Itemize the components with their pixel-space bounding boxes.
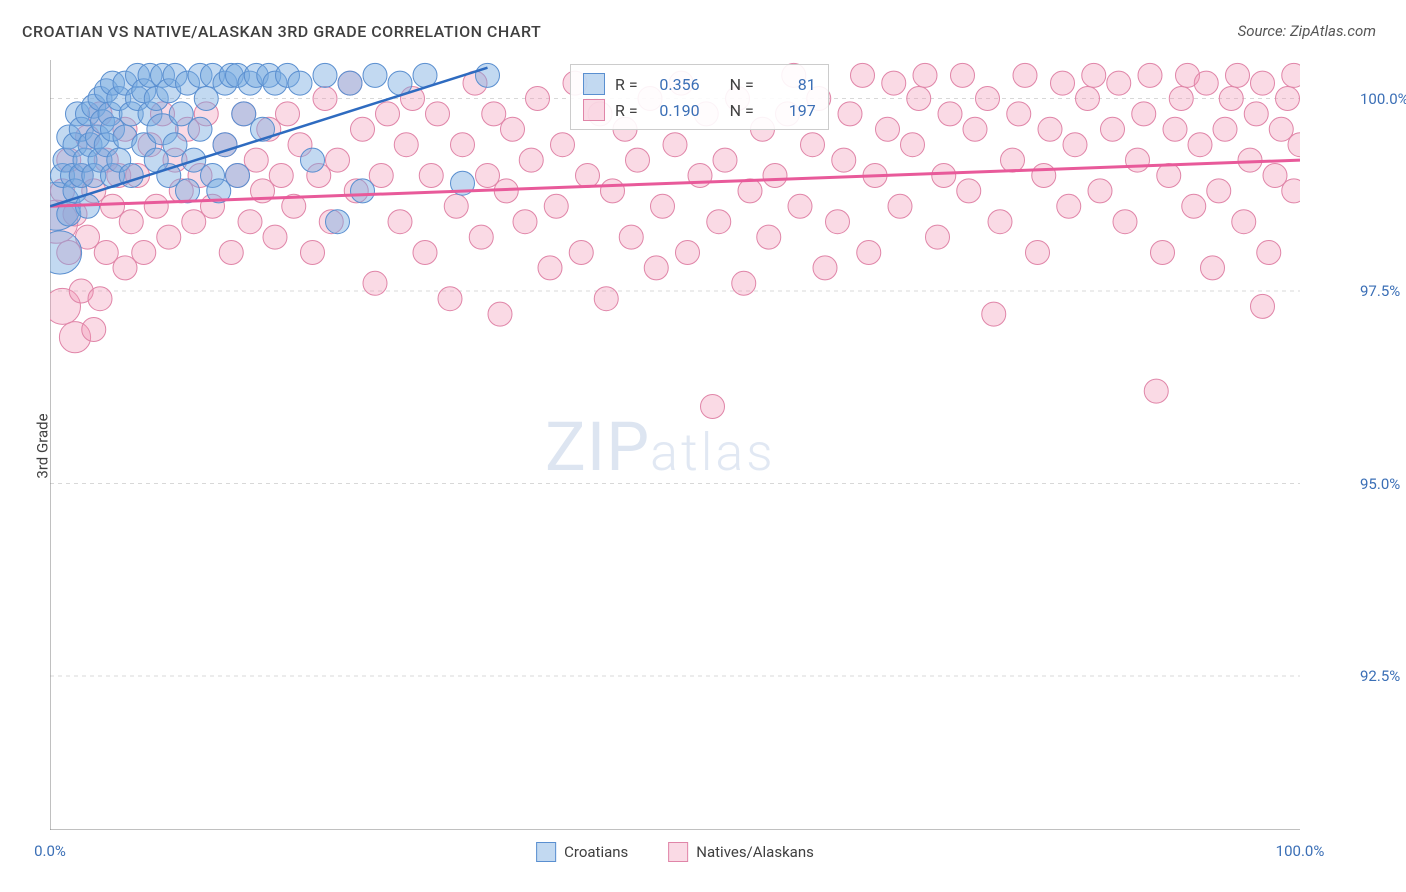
y-tick-label: 95.0% — [1360, 475, 1400, 493]
stats-row-croatians: R = 0.356 N = 81 — [583, 71, 816, 97]
stats-n-natives: 197 — [764, 101, 816, 120]
stats-r-croatians: 0.356 — [648, 75, 700, 94]
swatch-natives — [583, 99, 605, 121]
stats-n-croatians: 81 — [764, 75, 816, 94]
stats-r-label: R = — [615, 101, 638, 120]
stats-r-label: R = — [615, 75, 638, 94]
legend-label-natives: Natives/Alaskans — [696, 843, 814, 861]
legend-swatch-natives — [668, 842, 688, 862]
legend-swatch-croatians — [536, 842, 556, 862]
chart-title: CROATIAN VS NATIVE/ALASKAN 3RD GRADE COR… — [22, 22, 541, 41]
stats-r-natives: 0.190 — [648, 101, 700, 120]
stats-row-natives: R = 0.190 N = 197 — [583, 97, 816, 123]
x-tick-label: 0.0% — [34, 842, 66, 860]
source-value: ZipAtlas.com — [1290, 22, 1376, 40]
stats-box: R = 0.356 N = 81 R = 0.190 N = 197 — [570, 64, 829, 130]
source-prefix: Source: — [1238, 22, 1290, 40]
watermark: ZIPatlas — [545, 407, 776, 487]
y-tick-label: 100.0% — [1360, 90, 1406, 108]
x-tick-label: 100.0% — [1276, 842, 1325, 860]
watermark-atlas: atlas — [650, 422, 776, 483]
swatch-croatians — [583, 73, 605, 95]
legend-label-croatians: Croatians — [564, 843, 628, 861]
source-label: Source: ZipAtlas.com — [1238, 22, 1376, 40]
y-tick-label: 97.5% — [1360, 282, 1400, 300]
legend-item-natives: Natives/Alaskans — [668, 842, 814, 862]
legend-item-croatians: Croatians — [536, 842, 628, 862]
watermark-zip: ZIP — [545, 407, 650, 487]
stats-n-label: N = — [730, 75, 754, 94]
stats-n-label: N = — [730, 101, 754, 120]
y-tick-label: 92.5% — [1360, 667, 1400, 685]
y-axis-label: 3rd Grade — [34, 413, 52, 478]
plot-area: 92.5%95.0%97.5%100.0% 0.0%100.0% ZIPatla… — [50, 60, 1300, 830]
legend: Croatians Natives/Alaskans — [536, 842, 814, 862]
